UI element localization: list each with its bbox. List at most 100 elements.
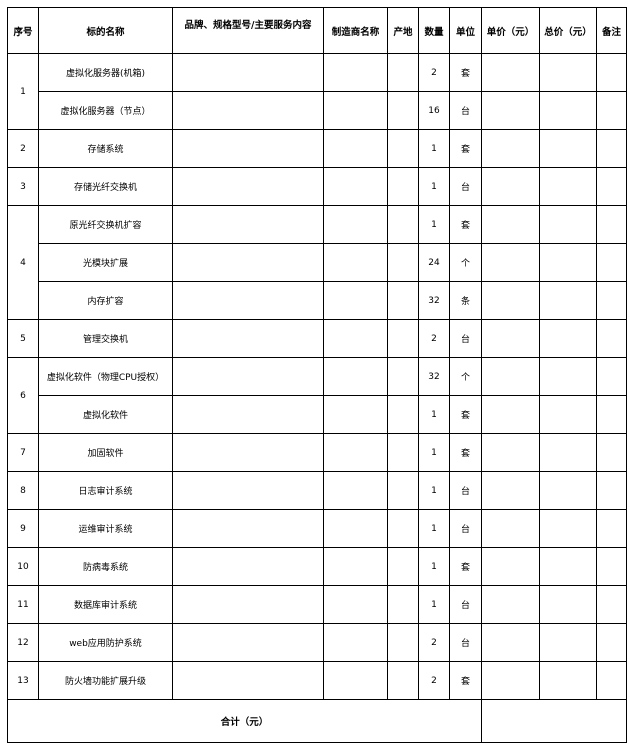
- item-no: 10: [7, 547, 39, 586]
- item-qty: 1: [418, 167, 450, 206]
- item-unit: 套: [449, 661, 482, 700]
- table-row: 虚拟化软件 1 套: [8, 395, 627, 434]
- item-name: 虚拟化服务器(机箱): [38, 53, 173, 92]
- item-no: 12: [7, 623, 39, 662]
- item-manufacturer: [323, 585, 388, 624]
- item-remark: [596, 509, 627, 548]
- item-manufacturer: [323, 281, 388, 320]
- item-unit: 条: [449, 281, 482, 320]
- item-origin: [387, 167, 419, 206]
- item-name: 存储光纤交换机: [38, 167, 173, 206]
- item-no: 13: [7, 661, 39, 700]
- item-total-price: [539, 129, 597, 168]
- item-unit: 台: [449, 167, 482, 206]
- item-spec: [172, 509, 324, 548]
- item-qty: 2: [418, 661, 450, 700]
- item-spec: [172, 357, 324, 396]
- item-unit-price: [481, 129, 540, 168]
- item-spec: [172, 433, 324, 472]
- item-manufacturer: [323, 395, 388, 434]
- header-qty: 数量: [418, 7, 450, 54]
- item-spec: [172, 623, 324, 662]
- item-unit: 台: [449, 623, 482, 662]
- item-qty: 24: [418, 243, 450, 282]
- item-no: 1: [7, 53, 39, 130]
- item-unit-price: [481, 471, 540, 510]
- item-unit: 个: [449, 357, 482, 396]
- item-remark: [596, 547, 627, 586]
- item-origin: [387, 281, 419, 320]
- item-manufacturer: [323, 357, 388, 396]
- item-spec: [172, 205, 324, 244]
- table-row: 12 web应用防护系统 2 台: [7, 623, 627, 662]
- item-spec: [172, 395, 324, 434]
- item-unit: 台: [449, 319, 482, 358]
- item-no: 5: [7, 319, 39, 358]
- item-spec: [172, 129, 324, 168]
- item-spec: [172, 167, 324, 206]
- item-name: 防病毒系统: [38, 547, 173, 586]
- item-total-price: [539, 433, 597, 472]
- item-remark: [596, 319, 627, 358]
- item-no: 3: [7, 167, 39, 206]
- item-spec: [172, 471, 324, 510]
- header-name: 标的名称: [38, 7, 173, 54]
- table-row: 光模块扩展 24 个: [8, 243, 627, 282]
- header-manufacturer: 制造商名称: [323, 7, 388, 54]
- item-unit-price: [481, 53, 540, 92]
- item-qty: 1: [418, 471, 450, 510]
- table-row: 内存扩容 32 条: [8, 281, 627, 320]
- item-qty: 2: [418, 53, 450, 92]
- item-origin: [387, 205, 419, 244]
- item-origin: [387, 623, 419, 662]
- item-origin: [387, 91, 419, 130]
- item-name: 原光纤交换机扩容: [38, 205, 173, 244]
- item-name: 内存扩容: [38, 281, 173, 320]
- item-manufacturer: [323, 167, 388, 206]
- item-spec: [172, 91, 324, 130]
- item-spec: [172, 281, 324, 320]
- item-no: 9: [7, 509, 39, 548]
- item-qty: 1: [418, 547, 450, 586]
- item-spec: [172, 319, 324, 358]
- item-unit: 台: [449, 509, 482, 548]
- item-unit-price: [481, 585, 540, 624]
- item-unit-price: [481, 167, 540, 206]
- item-remark: [596, 395, 627, 434]
- item-unit-price: [481, 281, 540, 320]
- item-no: 2: [7, 129, 39, 168]
- item-no: 6: [7, 357, 39, 434]
- item-unit-price: [481, 205, 540, 244]
- item-manufacturer: [323, 509, 388, 548]
- item-origin: [387, 509, 419, 548]
- item-origin: [387, 129, 419, 168]
- item-unit: 套: [449, 53, 482, 92]
- item-qty: 1: [418, 433, 450, 472]
- item-origin: [387, 319, 419, 358]
- item-total-price: [539, 623, 597, 662]
- table-row: 1 虚拟化服务器(机箱) 2 套: [7, 53, 627, 130]
- item-origin: [387, 243, 419, 282]
- item-spec: [172, 585, 324, 624]
- header-unit-price: 单价（元）: [481, 7, 540, 54]
- item-remark: [596, 433, 627, 472]
- bid-items-table: 序号 标的名称 品牌、规格型号/主要服务内容 制造商名称 产地 数量 单位 单价…: [7, 7, 627, 743]
- item-manufacturer: [323, 661, 388, 700]
- item-total-price: [539, 91, 597, 130]
- item-origin: [387, 357, 419, 396]
- item-qty: 1: [418, 395, 450, 434]
- item-remark: [596, 205, 627, 244]
- item-manufacturer: [323, 53, 388, 92]
- item-name: web应用防护系统: [38, 623, 173, 662]
- item-unit: 台: [449, 91, 482, 130]
- item-remark: [596, 623, 627, 662]
- item-unit-price: [481, 395, 540, 434]
- item-unit-price: [481, 623, 540, 662]
- item-manufacturer: [323, 319, 388, 358]
- item-name: 光模块扩展: [38, 243, 173, 282]
- item-spec: [172, 53, 324, 92]
- table-row: 10 防病毒系统 1 套: [7, 547, 627, 586]
- item-qty: 1: [418, 129, 450, 168]
- item-name: 日志审计系统: [38, 471, 173, 510]
- item-remark: [596, 53, 627, 92]
